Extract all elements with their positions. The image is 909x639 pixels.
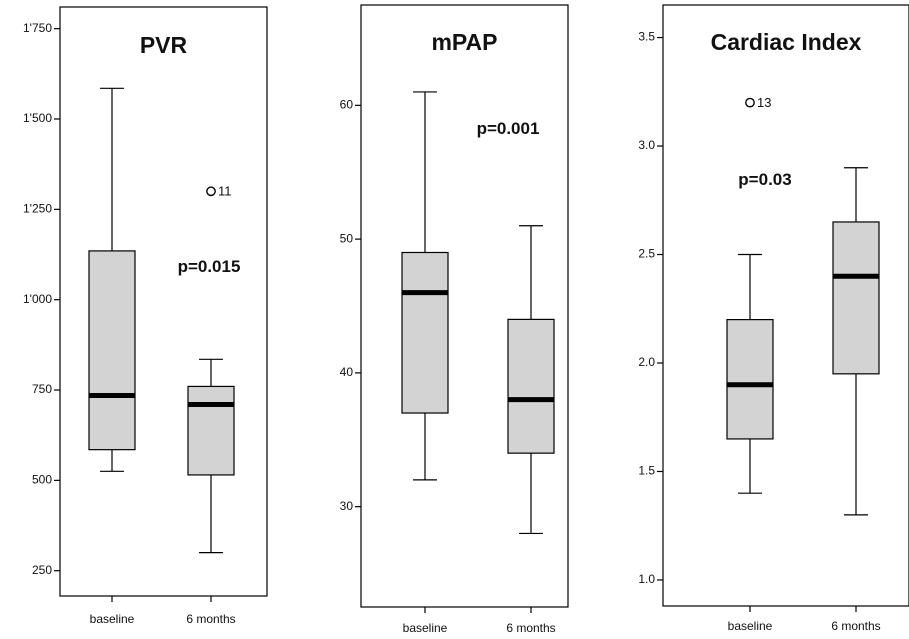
x-category-label: baseline [90,612,135,626]
y-tick-label: 1'250 [23,202,52,216]
x-category-label: baseline [728,619,773,633]
outlier-point [745,97,755,108]
y-tick-label: 50 [340,231,354,245]
chart-title: mPAP [431,29,497,55]
y-tick-label: 3.0 [638,138,655,152]
y-tick-label: 250 [32,563,52,577]
iqr-box [88,250,136,451]
iqr-box [401,251,449,414]
x-category-label: 6 months [186,612,235,626]
chart-title: Cardiac Index [711,29,862,55]
y-tick-label: 1.5 [638,464,655,478]
y-tick-label: 750 [32,382,52,396]
x-category-label: 6 months [831,619,880,633]
y-tick-label: 3.5 [638,30,655,44]
y-tick-label: 1.0 [638,572,655,586]
outlier-label: 13 [757,95,771,110]
x-category-label: baseline [403,621,448,635]
chart-title: PVR [140,32,188,58]
iqr-box [507,318,555,454]
iqr-box [832,221,880,375]
y-tick-label: 30 [340,499,354,513]
outlier-label: 11 [218,184,232,199]
iqr-box [726,319,774,440]
outlier-point [206,186,216,197]
plot-frame [360,4,569,608]
p-value-annotation: p=0.03 [738,170,791,189]
y-tick-label: 1'500 [23,111,52,125]
iqr-box [187,385,235,476]
y-tick-label: 1'000 [23,292,52,306]
y-tick-label: 2.0 [638,355,655,369]
p-value-annotation: p=0.015 [178,257,241,276]
x-category-label: 6 months [506,621,555,635]
y-tick-label: 2.5 [638,247,655,261]
y-tick-label: 60 [340,98,354,112]
y-tick-label: 40 [340,365,354,379]
y-tick-label: 1'750 [23,21,52,35]
y-tick-label: 500 [32,473,52,487]
p-value-annotation: p=0.001 [477,119,540,138]
